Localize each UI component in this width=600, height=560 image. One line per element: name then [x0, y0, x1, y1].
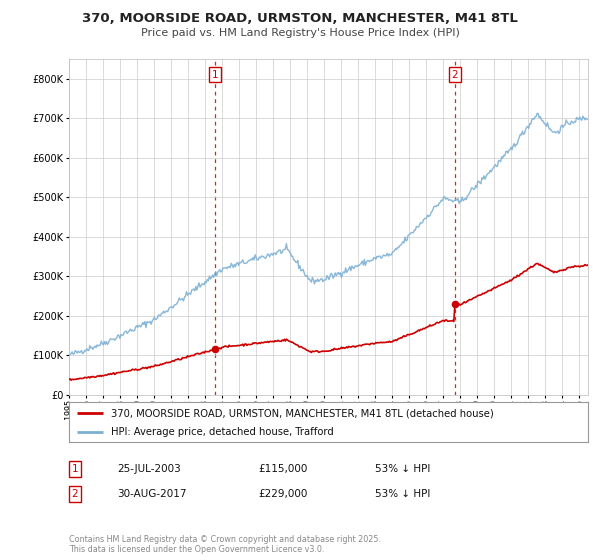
Text: HPI: Average price, detached house, Trafford: HPI: Average price, detached house, Traf… [110, 427, 333, 437]
Text: 370, MOORSIDE ROAD, URMSTON, MANCHESTER, M41 8TL: 370, MOORSIDE ROAD, URMSTON, MANCHESTER,… [82, 12, 518, 25]
Text: 370, MOORSIDE ROAD, URMSTON, MANCHESTER, M41 8TL (detached house): 370, MOORSIDE ROAD, URMSTON, MANCHESTER,… [110, 408, 493, 418]
Text: £229,000: £229,000 [258, 489, 307, 499]
Text: 1: 1 [211, 69, 218, 80]
Text: Price paid vs. HM Land Registry's House Price Index (HPI): Price paid vs. HM Land Registry's House … [140, 28, 460, 38]
Text: 53% ↓ HPI: 53% ↓ HPI [375, 464, 430, 474]
Text: 25-JUL-2003: 25-JUL-2003 [117, 464, 181, 474]
Text: 1: 1 [71, 464, 79, 474]
Text: 30-AUG-2017: 30-AUG-2017 [117, 489, 187, 499]
Text: 2: 2 [71, 489, 79, 499]
Text: £115,000: £115,000 [258, 464, 307, 474]
Text: 53% ↓ HPI: 53% ↓ HPI [375, 489, 430, 499]
Text: 2: 2 [451, 69, 458, 80]
Text: Contains HM Land Registry data © Crown copyright and database right 2025.
This d: Contains HM Land Registry data © Crown c… [69, 535, 381, 554]
